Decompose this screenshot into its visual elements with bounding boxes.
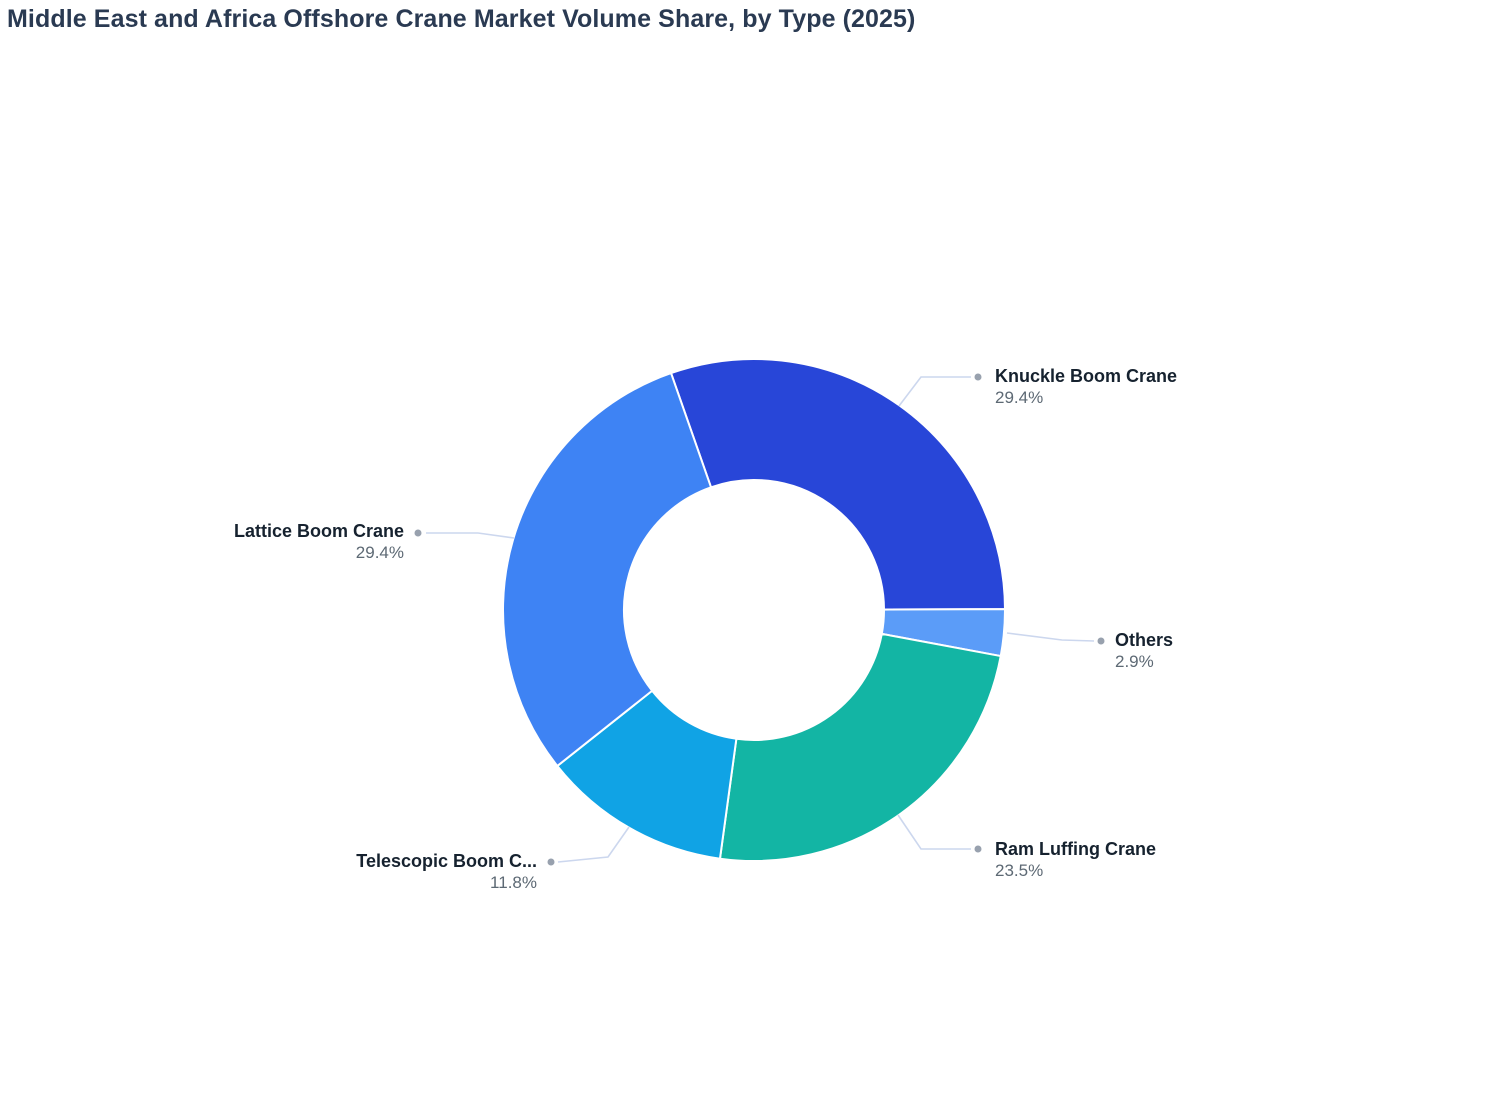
slice-label-text: Ram Luffing Crane	[995, 839, 1157, 859]
leader-dot-lattice-boom-crane	[414, 529, 422, 537]
slice-percent-text: 23.5%	[995, 861, 1044, 880]
slice-percent-text: 2.9%	[1115, 652, 1154, 671]
slice-percent-text: 29.4%	[355, 543, 404, 562]
leader-line-telescopic-boom-crane	[557, 826, 630, 863]
slice-label-lattice-boom-crane: Lattice Boom Crane 29.4%	[234, 521, 404, 563]
leader-dot-others	[1097, 637, 1105, 645]
slice-percent-text: 11.8%	[490, 873, 537, 892]
leader-line-lattice-boom-crane	[426, 532, 515, 539]
leader-dot-knuckle-boom-crane	[974, 373, 982, 381]
slice-percent-text: 29.4%	[995, 388, 1044, 407]
leader-line-others	[1006, 632, 1095, 642]
slice-label-text: Others	[1115, 630, 1174, 650]
slice-label-ram-luffing-crane: Ram Luffing Crane 23.5%	[995, 839, 1156, 881]
chart-title: Middle East and Africa Offshore Crane Ma…	[7, 5, 916, 33]
slice-label-others: Others 2.9%	[1115, 630, 1173, 672]
slice-label-telescopic-boom-crane: Telescopic Boom C... 11.8%	[356, 851, 537, 893]
slice-lattice-boom-crane[interactable]	[502, 372, 713, 767]
slice-knuckle-boom-crane[interactable]	[670, 358, 1006, 611]
slice-label-knuckle-boom-crane: Knuckle Boom Crane 29.4%	[995, 366, 1177, 408]
leader-line-ram-luffing-crane	[897, 814, 971, 850]
leader-dot-telescopic-boom-crane	[547, 858, 555, 866]
leader-dot-ram-luffing-crane	[974, 845, 982, 853]
leader-line-knuckle-boom-crane	[898, 376, 971, 407]
slice-label-text: Telescopic Boom C...	[356, 851, 537, 871]
slice-label-text: Lattice Boom Crane	[233, 521, 404, 541]
slice-ram-luffing-crane[interactable]	[718, 632, 1002, 862]
slice-label-text: Knuckle Boom Crane	[995, 366, 1178, 386]
